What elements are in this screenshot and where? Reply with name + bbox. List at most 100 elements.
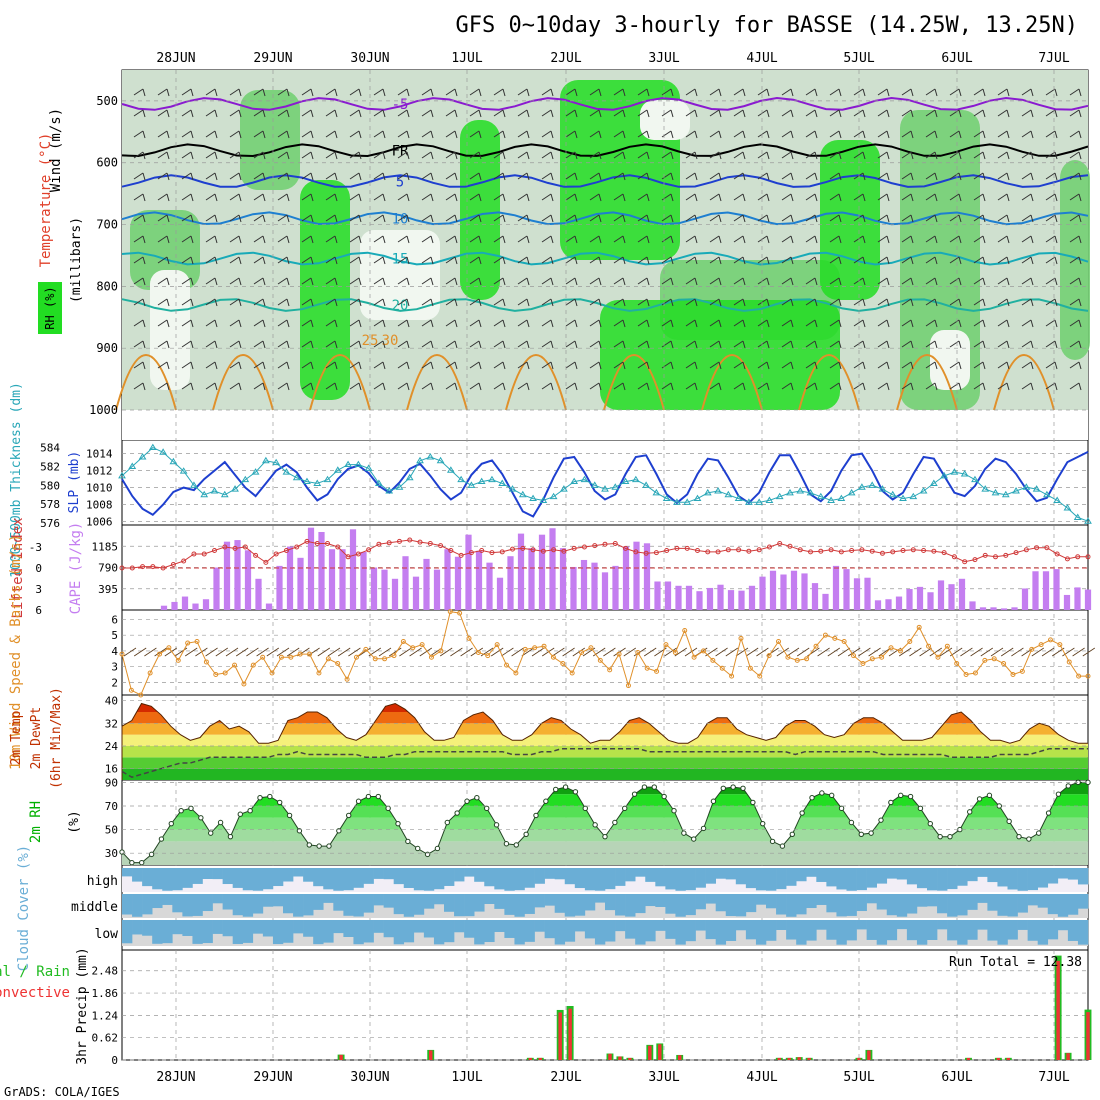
- cloud-cell: [242, 894, 254, 917]
- date-label-top: 6JUL: [941, 51, 972, 66]
- cape-bar: [612, 565, 619, 610]
- wind-barb: [661, 277, 674, 286]
- wind-barb: [565, 319, 578, 328]
- cloud-cell: [132, 920, 143, 935]
- wind-barb: [685, 193, 698, 202]
- wind-barb-10m: [776, 647, 790, 657]
- cloud-cell: [423, 920, 435, 938]
- wind-barb: [157, 109, 170, 118]
- wind-barb: [421, 382, 434, 391]
- rh-point: [237, 811, 243, 817]
- cloud-cell: [997, 868, 1008, 887]
- wind-barb: [277, 340, 290, 349]
- cloud-cell: [896, 920, 908, 930]
- tick-label: 6: [111, 613, 118, 626]
- wind-barb: [781, 361, 794, 370]
- cloud-cell: [504, 868, 515, 891]
- wind-barb: [853, 361, 866, 370]
- wind-point: [353, 654, 359, 660]
- cape-bar: [349, 529, 357, 610]
- wind-point: [560, 661, 566, 667]
- wind-barb: [709, 88, 722, 97]
- li-point: [273, 551, 279, 557]
- cloud-cell: [776, 894, 787, 915]
- wind-barb: [853, 319, 866, 328]
- cloud-cell: [916, 894, 928, 907]
- wind-barb: [133, 256, 146, 265]
- wind-barb: [829, 382, 842, 391]
- wind-barb: [373, 298, 386, 307]
- wind-barb: [157, 130, 170, 139]
- wind-barb: [205, 130, 218, 139]
- cape-bar: [255, 578, 262, 610]
- date-label-bottom: 28JUN: [156, 1070, 195, 1085]
- precip-bar-convective: [558, 1012, 562, 1060]
- cloud-cell: [806, 920, 817, 941]
- wind-barb: [805, 151, 818, 160]
- cloud-cell: [454, 868, 465, 882]
- wind-barb: [1069, 319, 1082, 328]
- wind-barb: [1069, 235, 1082, 244]
- wind-barb: [1045, 172, 1058, 181]
- wind-barb: [1069, 109, 1082, 118]
- rh-point: [1006, 818, 1012, 825]
- rh-point: [927, 820, 933, 827]
- wind-point: [522, 646, 528, 652]
- wind-point: [250, 662, 256, 668]
- wind-barb: [205, 193, 218, 202]
- date-label-top: 29JUN: [253, 51, 292, 66]
- wind-barb: [1021, 130, 1034, 139]
- wind-barb: [853, 172, 866, 181]
- wind-barb: [133, 172, 146, 181]
- tick-label: 600: [96, 156, 118, 170]
- li-point: [684, 545, 690, 551]
- rh-point: [878, 817, 884, 823]
- cape-bar: [423, 558, 430, 610]
- rh-point: [405, 838, 411, 845]
- wind-barb: [829, 256, 842, 265]
- date-label-bottom: 30JUN: [350, 1070, 389, 1085]
- wind-point: [175, 657, 181, 663]
- cape-bar: [622, 546, 630, 610]
- wind-barb-10m: [276, 647, 290, 657]
- wind-barb: [469, 340, 482, 349]
- isotherm-line: [309, 354, 371, 411]
- wind-barb-10m: [592, 647, 606, 657]
- axis-label: Temperature (°C): [38, 133, 54, 268]
- wind-barb: [229, 172, 242, 181]
- wind-barb: [877, 172, 890, 181]
- cloud-cell: [836, 868, 847, 890]
- wind-barb: [421, 88, 434, 97]
- wind-barb: [637, 256, 650, 265]
- cape-bar: [895, 596, 903, 610]
- cloud-cell: [1067, 920, 1079, 941]
- wind-barb-10m: [623, 647, 637, 657]
- thickness-point: [662, 494, 671, 502]
- cloud-cell: [695, 920, 706, 931]
- wind-barb: [877, 277, 890, 286]
- wind-barb: [805, 88, 818, 97]
- wind-barb: [397, 214, 410, 223]
- cape-bar: [265, 603, 273, 610]
- wind-barb: [589, 340, 602, 349]
- cape-bar: [675, 585, 682, 610]
- cloud-cell: [1027, 920, 1038, 941]
- cloud-cell: [997, 894, 1008, 916]
- cloud-cell: [876, 894, 888, 910]
- thickness-point: [488, 475, 496, 483]
- cloud-cell: [927, 868, 938, 891]
- wind-point: [438, 648, 444, 654]
- cloud-cell: [776, 868, 787, 890]
- wind-barb: [541, 88, 554, 97]
- thickness-point: [1073, 513, 1082, 520]
- cloud-cell: [232, 868, 244, 888]
- cloud-cell: [132, 894, 143, 917]
- cloud-cell: [122, 868, 133, 877]
- wind-barb: [301, 382, 314, 391]
- li-point: [736, 547, 742, 553]
- rh-point: [129, 859, 135, 866]
- wind-barb: [421, 319, 434, 328]
- wind-point: [1019, 668, 1025, 674]
- wind-barb: [925, 88, 938, 97]
- thickness-point: [1053, 496, 1062, 503]
